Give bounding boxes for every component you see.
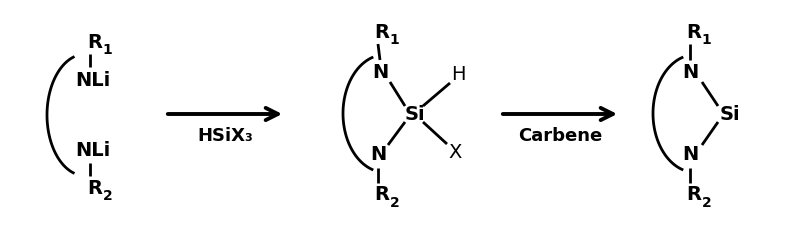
- Text: R: R: [686, 185, 702, 204]
- Text: N: N: [682, 63, 698, 82]
- Text: 1: 1: [102, 43, 113, 57]
- Text: HSiX₃: HSiX₃: [197, 127, 253, 145]
- Text: 1: 1: [702, 33, 711, 47]
- Text: X: X: [448, 142, 462, 161]
- Text: R: R: [87, 178, 102, 197]
- Text: 2: 2: [702, 196, 711, 210]
- Text: NLi: NLi: [75, 141, 110, 160]
- Text: N: N: [370, 145, 386, 164]
- Text: H: H: [450, 65, 466, 85]
- Text: NLi: NLi: [75, 71, 110, 90]
- Text: 2: 2: [102, 189, 113, 203]
- Text: 1: 1: [390, 33, 399, 47]
- Text: R: R: [87, 33, 102, 52]
- Text: R: R: [374, 185, 390, 204]
- Text: N: N: [372, 63, 388, 82]
- Text: N: N: [682, 145, 698, 164]
- Text: Si: Si: [405, 104, 426, 123]
- Text: Si: Si: [720, 104, 740, 123]
- Text: 2: 2: [390, 196, 399, 210]
- Text: R: R: [686, 22, 702, 41]
- Text: R: R: [374, 22, 390, 41]
- Text: Carbene: Carbene: [518, 127, 602, 145]
